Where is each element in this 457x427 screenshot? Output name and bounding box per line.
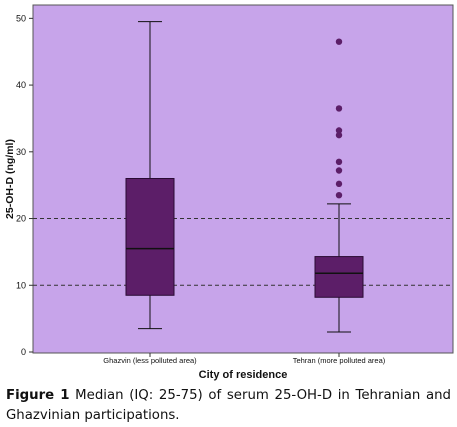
box-1	[125, 21, 175, 330]
y-axis-title: 25-OH-D (ng/ml)	[4, 139, 16, 219]
y-tick-label-20: 20	[16, 214, 26, 224]
boxes	[125, 21, 364, 333]
iqr-box	[125, 177, 175, 296]
outlier-point	[335, 167, 343, 174]
y-tick-label-30: 30	[16, 147, 26, 157]
outlier-point	[335, 180, 343, 188]
caption-label: Figure 1	[6, 388, 70, 403]
outlier-point	[335, 127, 343, 134]
outlier-point	[335, 158, 343, 166]
box-plot-chart: 0 10 20 30 40 50 Ghazvin (less polluted area)…	[4, 4, 454, 381]
y-axis: 0 10 20 30 40 50	[16, 13, 33, 357]
caption-text: Median (IQ: 25-75) of serum 25-OH-D in T…	[6, 388, 451, 423]
y-tick-label-50: 50	[16, 13, 26, 23]
outlier-point	[335, 105, 343, 112]
figure-caption: Figure 1 Median (IQ: 25-75) of serum 25-…	[6, 386, 451, 426]
y-tick-label-40: 40	[16, 80, 26, 90]
outlier-point	[335, 191, 343, 199]
outlier-point	[335, 38, 343, 45]
y-tick-label-10: 10	[16, 280, 26, 290]
iqr-box	[314, 256, 364, 298]
y-tick-label-0: 0	[21, 347, 26, 357]
x-axis-title: City of residence	[199, 369, 288, 381]
x-tick-label-2: Tehran (more polluted area)	[293, 356, 386, 365]
x-tick-label-1: Ghazvin (less polluted area)	[103, 356, 197, 365]
outlier-point	[335, 131, 343, 139]
plot-area	[32, 4, 454, 354]
box-2	[314, 38, 364, 333]
x-axis: Ghazvin (less polluted area) Tehran (more…	[103, 353, 386, 365]
reference-lines	[33, 218, 453, 286]
